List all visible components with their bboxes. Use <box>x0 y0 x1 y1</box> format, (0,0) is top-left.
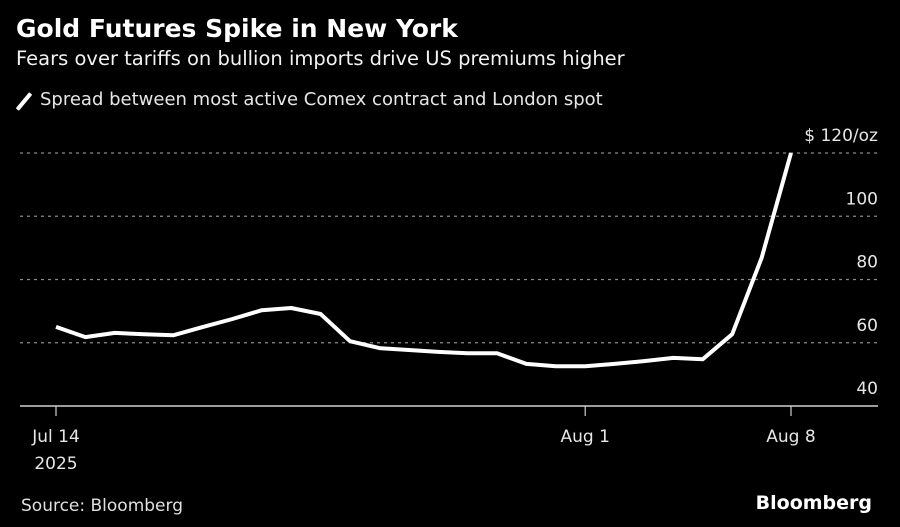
y-tick-label: 100 <box>846 189 878 209</box>
y-tick-label: 40 <box>856 379 878 399</box>
x-tick-sublabel: 2025 <box>34 454 77 474</box>
bloomberg-logo: Bloomberg <box>755 492 872 514</box>
legend: Spread between most active Comex contrac… <box>16 89 603 110</box>
x-tick-label: Aug 8 <box>766 427 815 447</box>
source-note: Source: Bloomberg <box>21 496 183 516</box>
y-tick-label: 80 <box>856 253 878 273</box>
chart-subtitle: Fears over tariffs on bullion imports dr… <box>16 47 625 70</box>
y-tick-label: 60 <box>856 316 878 336</box>
legend-label: Spread between most active Comex contrac… <box>40 89 603 110</box>
chart-title: Gold Futures Spike in New York <box>16 14 458 43</box>
x-axis: Jul 14 2025 Aug 1 Aug 8 <box>20 405 878 474</box>
y-tick-label: $ 120/oz <box>804 126 878 146</box>
series-group <box>55 152 793 369</box>
x-tick-label: Aug 1 <box>560 427 609 447</box>
series-line <box>55 152 793 369</box>
y-axis-ticks: $ 120/oz 100 80 60 40 <box>804 126 878 399</box>
gridlines <box>20 152 878 344</box>
x-tick-label: Jul 14 <box>31 427 80 447</box>
